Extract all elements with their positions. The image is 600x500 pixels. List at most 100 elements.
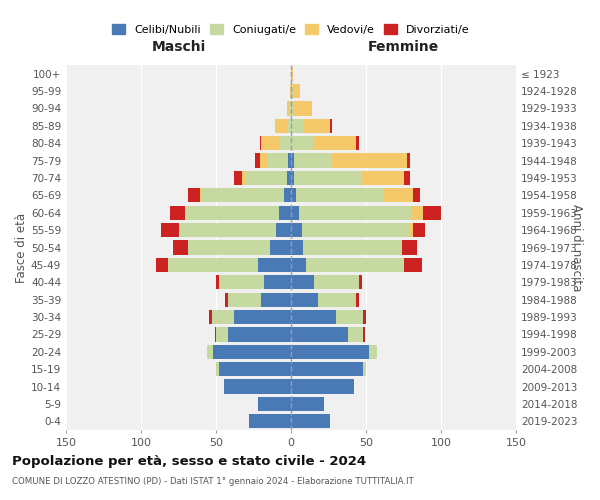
Bar xyxy=(258,258,291,272)
Bar xyxy=(291,310,336,324)
Bar xyxy=(216,362,219,376)
Y-axis label: Fasce di età: Fasce di età xyxy=(15,212,28,282)
Bar xyxy=(330,118,331,133)
Bar xyxy=(156,258,168,272)
Bar xyxy=(303,118,330,133)
Text: Maschi: Maschi xyxy=(151,40,206,54)
Bar xyxy=(291,397,324,411)
Bar xyxy=(361,171,404,185)
Bar xyxy=(290,102,291,116)
Bar xyxy=(294,102,312,116)
Bar xyxy=(187,240,270,254)
Bar xyxy=(291,102,294,116)
Bar xyxy=(291,414,330,428)
Bar xyxy=(294,154,331,168)
Bar xyxy=(355,292,359,307)
Legend: Celibi/Nubili, Coniugati/e, Vedovi/e, Divorziati/e: Celibi/Nubili, Coniugati/e, Vedovi/e, Di… xyxy=(108,20,474,39)
Bar xyxy=(363,362,366,376)
Bar xyxy=(369,344,377,359)
Bar xyxy=(413,188,420,202)
Bar xyxy=(264,275,291,289)
Bar xyxy=(223,380,291,394)
Bar xyxy=(279,136,291,150)
Bar xyxy=(318,292,355,307)
Bar xyxy=(168,258,258,272)
Bar xyxy=(287,102,290,116)
Bar xyxy=(291,118,303,133)
Bar xyxy=(207,344,213,359)
Bar xyxy=(306,258,404,272)
Bar xyxy=(296,188,383,202)
Bar xyxy=(219,362,291,376)
Text: Femmine: Femmine xyxy=(368,40,439,54)
Bar xyxy=(291,344,369,359)
Bar xyxy=(291,275,314,289)
Bar xyxy=(209,310,212,324)
Bar xyxy=(291,362,363,376)
Bar xyxy=(291,292,318,307)
Bar xyxy=(404,171,409,185)
Bar xyxy=(186,206,279,220)
Bar xyxy=(355,136,359,150)
Bar xyxy=(423,206,441,220)
Bar xyxy=(299,206,411,220)
Bar xyxy=(260,154,267,168)
Bar xyxy=(291,258,306,272)
Bar xyxy=(215,328,216,342)
Bar xyxy=(291,171,294,185)
Bar xyxy=(199,188,201,202)
Bar xyxy=(241,171,245,185)
Bar xyxy=(291,154,294,168)
Bar xyxy=(409,223,413,237)
Bar xyxy=(359,275,361,289)
Bar xyxy=(161,223,179,237)
Bar xyxy=(288,154,291,168)
Bar xyxy=(401,240,402,254)
Bar xyxy=(219,275,264,289)
Bar xyxy=(225,292,228,307)
Bar xyxy=(291,380,354,394)
Bar xyxy=(363,328,365,342)
Bar xyxy=(228,328,291,342)
Bar xyxy=(245,171,287,185)
Bar xyxy=(267,154,288,168)
Bar xyxy=(291,206,299,220)
Bar xyxy=(314,136,355,150)
Bar xyxy=(290,84,291,98)
Bar xyxy=(212,310,234,324)
Bar xyxy=(261,136,279,150)
Bar xyxy=(279,206,291,220)
Bar xyxy=(383,188,413,202)
Bar xyxy=(293,84,300,98)
Bar xyxy=(336,310,363,324)
Bar xyxy=(261,292,291,307)
Bar xyxy=(216,328,228,342)
Bar xyxy=(284,188,291,202)
Bar xyxy=(413,223,425,237)
Bar xyxy=(402,240,417,254)
Bar xyxy=(291,223,302,237)
Bar xyxy=(314,275,359,289)
Bar xyxy=(173,240,187,254)
Bar xyxy=(291,240,303,254)
Bar xyxy=(303,240,401,254)
Bar xyxy=(201,188,284,202)
Bar xyxy=(216,275,219,289)
Bar xyxy=(291,66,293,81)
Text: Popolazione per età, sesso e stato civile - 2024: Popolazione per età, sesso e stato civil… xyxy=(12,455,366,468)
Bar xyxy=(291,328,348,342)
Bar xyxy=(411,206,423,220)
Bar xyxy=(291,136,314,150)
Bar xyxy=(260,136,261,150)
Bar xyxy=(291,188,296,202)
Bar xyxy=(187,188,199,202)
Bar xyxy=(185,206,186,220)
Bar xyxy=(363,310,366,324)
Bar xyxy=(213,344,291,359)
Bar xyxy=(234,310,291,324)
Bar xyxy=(170,206,185,220)
Bar xyxy=(348,328,363,342)
Bar xyxy=(302,223,409,237)
Bar xyxy=(294,171,361,185)
Bar xyxy=(179,223,276,237)
